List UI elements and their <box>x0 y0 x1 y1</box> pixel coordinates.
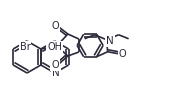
Text: N: N <box>106 36 113 46</box>
Text: OH: OH <box>47 42 62 52</box>
Text: Br: Br <box>20 42 30 52</box>
Text: O: O <box>51 21 59 31</box>
Text: N: N <box>52 68 60 78</box>
Text: O: O <box>51 60 59 70</box>
Text: O: O <box>119 49 126 59</box>
